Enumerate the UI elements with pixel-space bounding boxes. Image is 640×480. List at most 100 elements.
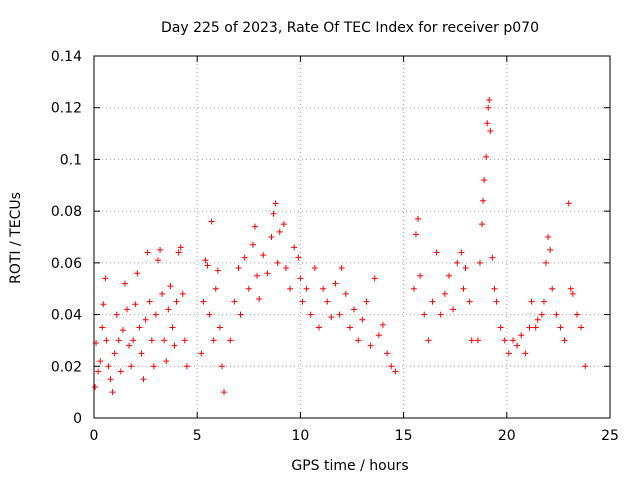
data-point [466,298,473,305]
data-point [342,290,349,297]
data-point [367,342,374,349]
data-point [206,311,213,318]
data-point [200,298,207,305]
data-point [245,285,252,292]
y-tick-label: 0.06 [51,256,82,272]
data-point [291,244,298,251]
data-point [565,200,572,207]
data-point [392,368,399,375]
data-point [198,350,205,357]
data-point [276,228,283,235]
data-point [481,177,488,184]
data-point [249,241,256,248]
data-point [359,316,366,323]
data-point [177,244,184,251]
data-point [311,265,318,272]
data-point [272,200,279,207]
data-point [514,342,521,349]
data-point [287,285,294,292]
data-point [460,285,467,292]
data-point [171,342,178,349]
data-point [128,363,135,370]
data-point [462,265,469,272]
data-point [260,252,267,259]
data-point [124,306,131,313]
data-point [212,285,219,292]
data-point [154,257,161,264]
data-point [157,246,164,253]
x-tick-label: 20 [498,428,516,444]
plot-frame [93,55,611,419]
data-point [103,337,110,344]
data-point [479,221,486,228]
data-point [256,296,263,303]
y-tick-label: 0.14 [51,49,82,65]
data-points [92,96,589,396]
data-point [547,246,554,253]
data-point [227,337,234,344]
data-point [441,290,448,297]
y-tick-label: 0.04 [51,308,82,324]
data-point [202,257,209,264]
data-point [433,249,440,256]
data-point [474,337,481,344]
data-point [144,249,151,256]
data-point [282,265,289,272]
data-point [241,254,248,261]
data-point [557,324,564,331]
data-point [553,311,560,318]
data-point [138,350,145,357]
x-tick-label: 25 [601,428,619,444]
data-point [142,316,149,323]
x-axis-label: GPS time / hours [291,458,408,474]
data-point [130,337,137,344]
y-tick-label: 0.08 [51,204,82,220]
data-point [489,254,496,261]
data-point [384,350,391,357]
data-point [109,389,116,396]
x-tick-label: 15 [395,428,413,444]
data-point [268,234,275,240]
data-point [159,290,166,297]
y-tick-label: 0.12 [51,101,82,117]
data-point [497,324,504,331]
data-point [270,210,277,217]
data-point [254,272,261,279]
data-point [526,324,533,331]
data-point [280,221,287,228]
data-point [173,298,180,305]
y-tick-label: 0 [73,411,82,427]
data-point [100,301,107,308]
data-point [95,368,102,375]
data-point [532,324,539,331]
data-point [97,358,104,365]
data-point [175,249,182,256]
data-point [181,337,188,344]
data-point [522,350,529,357]
data-point [437,311,444,318]
data-point [379,321,386,328]
data-point [412,231,419,238]
data-point [573,311,580,318]
y-tick-label: 0.1 [60,152,82,168]
data-point [134,270,141,277]
data-point [468,337,475,344]
data-point [454,259,461,266]
data-point [540,298,547,305]
data-point [505,350,512,357]
data-point [485,104,492,111]
data-point [136,324,143,331]
data-point [237,311,244,318]
data-point [491,285,498,292]
data-point [501,337,508,344]
data-point [486,96,493,103]
data-point [251,223,258,230]
data-point [363,298,370,305]
data-point [204,262,211,269]
data-point [476,259,483,266]
data-point [549,285,556,292]
data-point [297,275,304,282]
data-point [336,311,343,318]
data-point [415,215,422,222]
x-tick-label: 5 [193,428,202,444]
